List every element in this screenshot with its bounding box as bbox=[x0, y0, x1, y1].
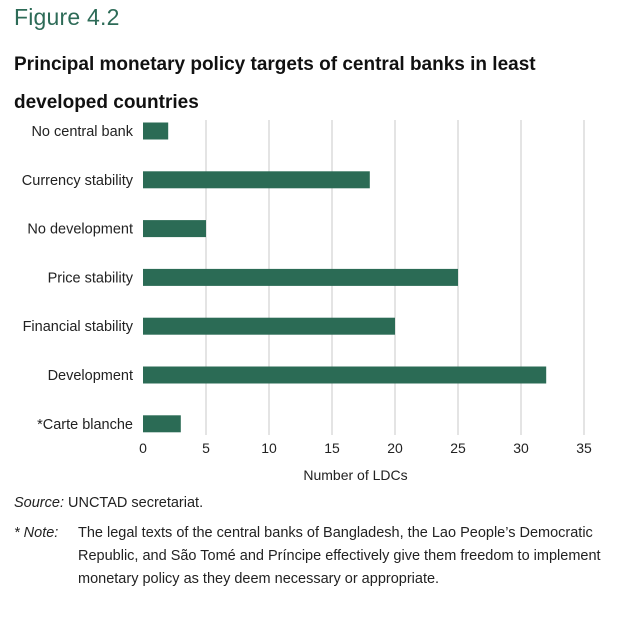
bar bbox=[143, 366, 547, 384]
x-tick-labels: 0 5 10 15 20 25 30 35 bbox=[139, 440, 592, 456]
category-label: *Carte blanche bbox=[37, 417, 133, 433]
note-label: * Note: bbox=[14, 525, 59, 541]
x-axis-label: Number of LDCs bbox=[303, 467, 407, 483]
x-tick-label: 20 bbox=[387, 440, 403, 456]
bar bbox=[143, 171, 370, 189]
bar bbox=[143, 317, 395, 335]
x-tick-label: 10 bbox=[261, 440, 277, 456]
bar bbox=[143, 220, 206, 238]
x-tick-label: 35 bbox=[576, 440, 592, 456]
category-labels: No central bank Currency stability No deve… bbox=[22, 124, 134, 433]
x-tick-label: 25 bbox=[450, 440, 466, 456]
source-text: UNCTAD secretariat. bbox=[68, 495, 204, 511]
note-text: The legal texts of the central banks of … bbox=[78, 525, 601, 587]
bar bbox=[143, 415, 181, 433]
x-tick-label: 15 bbox=[324, 440, 340, 456]
category-label: Development bbox=[48, 368, 133, 384]
figure-label: Figure 4.2 bbox=[14, 4, 120, 30]
category-label: Price stability bbox=[48, 270, 134, 286]
x-tick-label: 30 bbox=[513, 440, 529, 456]
bar bbox=[143, 268, 458, 286]
category-label: Currency stability bbox=[22, 173, 134, 189]
source-line: Source: UNCTAD secretariat. bbox=[14, 495, 203, 511]
bar bbox=[143, 122, 169, 140]
chart-title: Principal monetary policy targets of cen… bbox=[14, 54, 536, 113]
x-tick-label: 0 bbox=[139, 440, 147, 456]
category-label: No central bank bbox=[31, 124, 133, 140]
category-label: Financial stability bbox=[23, 319, 134, 335]
source-label: Source: bbox=[14, 495, 64, 511]
category-label: No development bbox=[27, 222, 133, 238]
x-tick-label: 5 bbox=[202, 440, 210, 456]
bars bbox=[143, 122, 547, 433]
bar-chart: No central bank Currency stability No deve… bbox=[22, 120, 592, 483]
